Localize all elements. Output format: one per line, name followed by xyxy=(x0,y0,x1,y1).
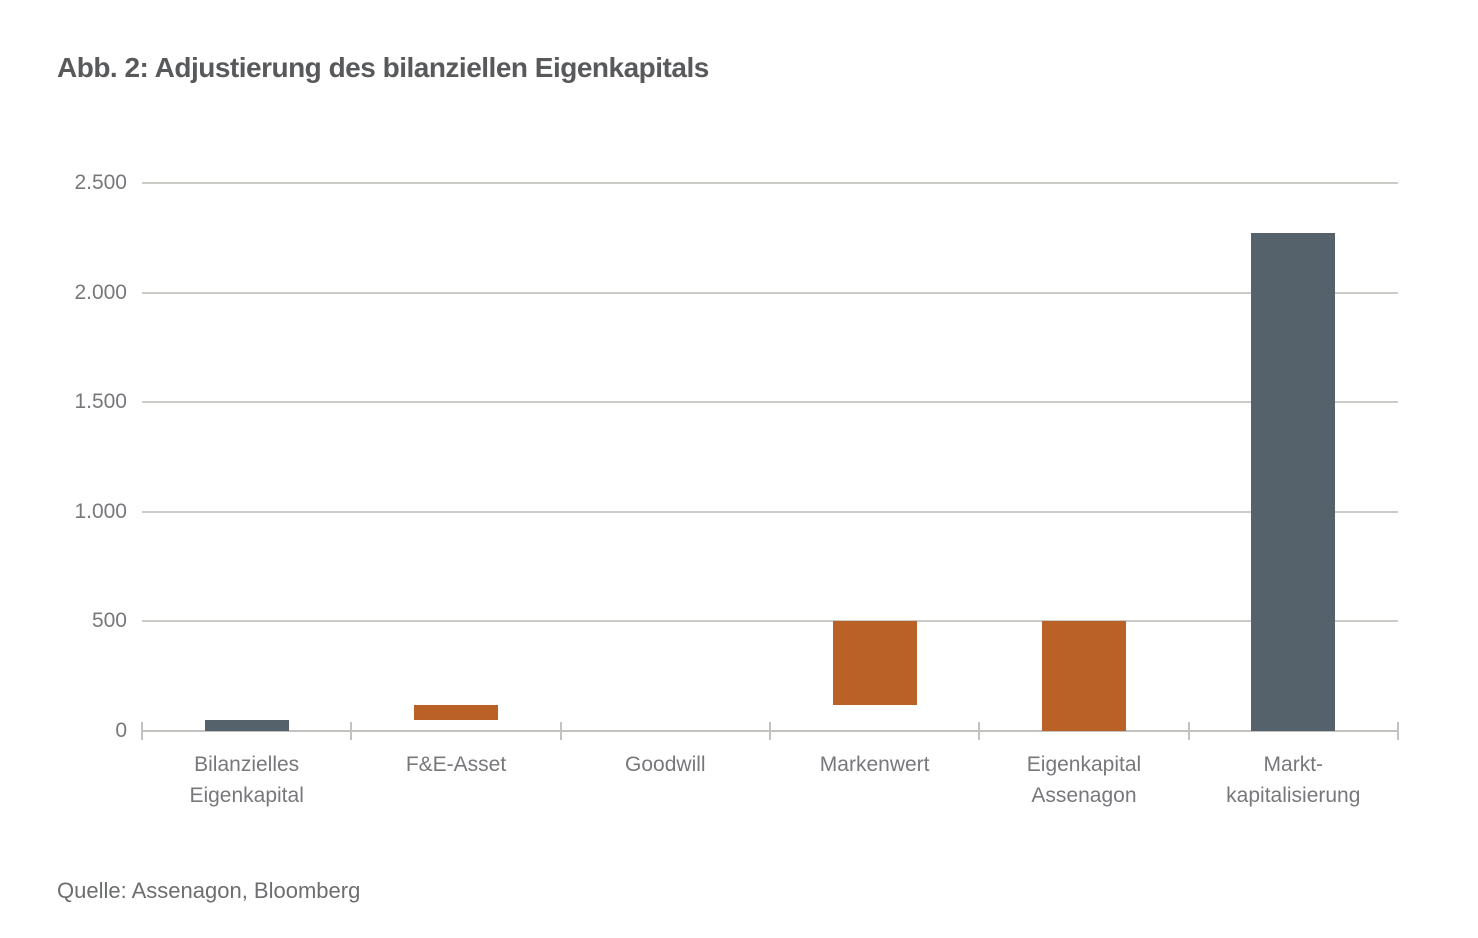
bar-eigenkapital-assenagon xyxy=(1042,621,1126,731)
x-axis-tick xyxy=(978,722,981,740)
x-axis-category-label-line: Goodwill xyxy=(625,753,706,776)
x-axis-category-label: F&E-Asset xyxy=(351,749,560,811)
bar-f-e-asset xyxy=(414,704,498,721)
y-axis-tick-label: 500 xyxy=(91,609,127,633)
chart-title: Abb. 2: Adjustierung des bilanziellen Ei… xyxy=(57,52,709,83)
bar-bilanzielles-eigenkapital xyxy=(204,720,289,731)
x-axis-category-label-line: Eigenkapital xyxy=(1026,753,1142,776)
y-axis-tick-label: 1.500 xyxy=(74,390,127,414)
gridline xyxy=(142,182,1398,184)
y-axis: 0 500 1.000 1.500 2.000 2.500 xyxy=(0,171,130,742)
bar-markenwert xyxy=(832,621,917,705)
x-axis-tick xyxy=(141,722,143,740)
y-axis-tick-label: 1.000 xyxy=(74,499,127,523)
x-axis-tick xyxy=(559,722,562,740)
x-axis-category-label-line: Assenagon xyxy=(1031,784,1137,807)
x-axis-tick xyxy=(1397,722,1399,740)
y-axis-tick-label: 2.000 xyxy=(74,280,127,304)
x-axis-category-label: Markt-kapitalisierung xyxy=(1189,749,1398,811)
source-note: Quelle: Assenagon, Bloomberg xyxy=(57,878,361,903)
x-axis-category-label: Bilanzielles Eigenkapital xyxy=(142,749,351,811)
y-axis-tick-label: 0 xyxy=(115,719,127,742)
gridline xyxy=(142,401,1398,404)
gridline xyxy=(142,510,1398,513)
x-axis-category-label-line: kapitalisierung xyxy=(1226,784,1361,807)
x-axis-category-label: Goodwill xyxy=(561,749,770,811)
x-axis-tick xyxy=(769,722,771,740)
y-axis-tick-label: 2.500 xyxy=(74,171,127,194)
x-axis-category-label-line: Eigenkapital xyxy=(189,784,304,807)
x-axis-category-label-line: Markt- xyxy=(1263,753,1324,776)
gridline xyxy=(142,291,1398,294)
x-axis-category-label-line: Bilanzielles xyxy=(194,753,300,776)
x-axis-category-label: Markenwert xyxy=(770,749,979,811)
gridline xyxy=(142,620,1398,623)
x-axis-category-label-line: Markenwert xyxy=(819,753,930,776)
x-axis-tick xyxy=(350,722,353,740)
x-axis-category-label-line: F&E-Asset xyxy=(405,753,507,776)
bar-markt-kapitalisierung xyxy=(1251,233,1336,731)
x-axis-category-labels: Bilanzielles Eigenkapital F&E-Asset Goodwil… xyxy=(142,749,1398,811)
plot-area xyxy=(141,182,1399,740)
x-axis-category-label: Eigenkapital Assenagon xyxy=(979,749,1188,811)
x-axis-tick xyxy=(1187,722,1190,740)
